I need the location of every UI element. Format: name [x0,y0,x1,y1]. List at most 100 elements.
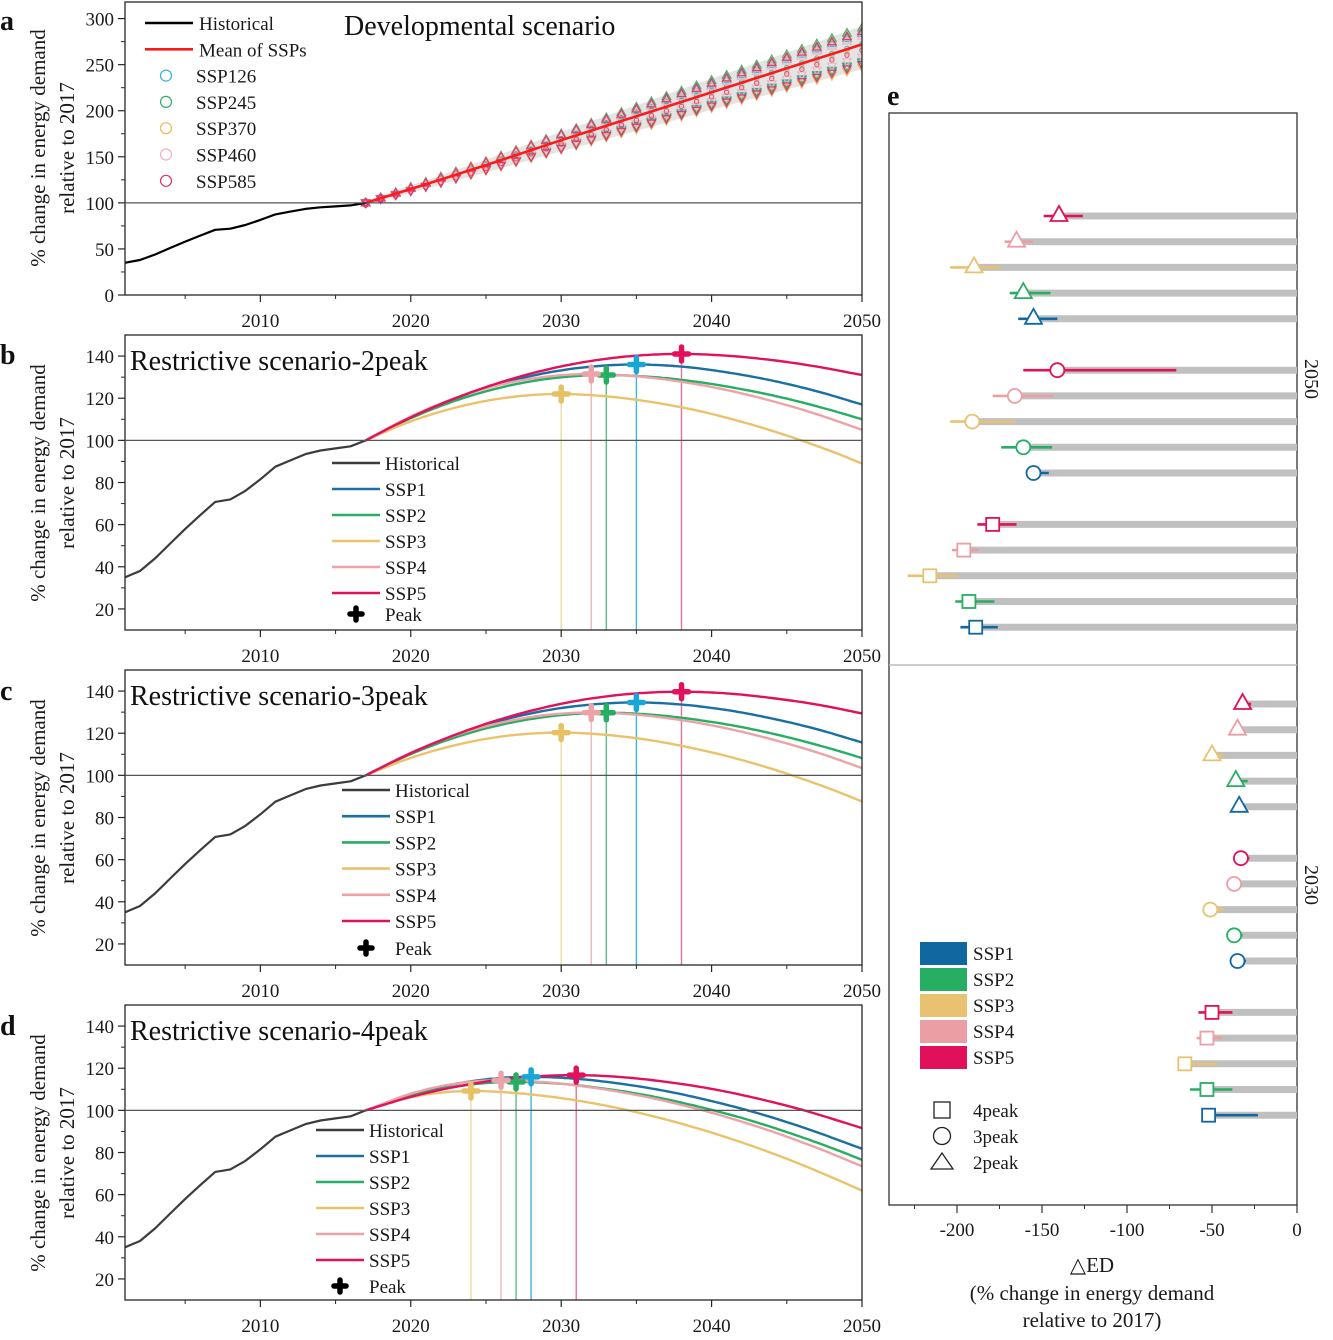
data-row [992,387,1297,404]
marker-ssp126-upper [736,68,747,79]
legend-ssp4-swatch [920,1020,967,1043]
y-tick-label: 200 [86,102,115,123]
series-line-ssp5 [365,1074,862,1130]
4peak-ssp2-marker [1199,1082,1215,1097]
data-row [1232,692,1297,710]
legend-3peak-label: 3peak [973,1127,1019,1148]
x-tick-label: 2020 [392,981,430,1002]
marker-ssp460-upper [856,30,862,40]
marker-ssp585-upper [736,66,747,77]
legend-ssp126-marker [159,69,173,82]
marker-ssp460-lower [691,102,702,112]
peak-marker-ssp4 [581,364,602,384]
legend-ssp460-label: SSP460 [196,146,256,167]
legend-ssp4-label: SSP4 [973,1022,1015,1043]
marker-ssp585-lower [856,61,862,71]
panel-b-ylabel-line1: % change in energy demand [26,364,50,602]
x-tick-label: 2050 [843,981,881,1002]
marker-ssp585-lower [811,73,823,84]
marker-ssp370-lower [826,71,838,82]
2peak-ssp3-marker [963,255,985,274]
marker-ssp585-mid [723,89,730,96]
marker-ssp126-upper [766,58,778,68]
marker-ssp585-upper [691,82,702,92]
plot-area [125,344,862,630]
legend-ssp3-label: SSP3 [369,1199,410,1220]
y-tick-label: 80 [95,1144,114,1165]
marker-ssp585-lower [646,119,657,129]
panel-c-ylabel-line1: % change in energy demand [26,699,50,937]
3peak-ssp5-marker [1049,362,1066,379]
marker-ssp126-upper [811,42,823,53]
y-tick-label: 100 [86,431,115,452]
data-row [1226,876,1297,892]
marker-ssp370-lower [600,133,612,144]
marker-ssp585-mid [558,141,564,147]
panel-c: c Restrictive scenario-3peak % change in… [0,669,881,1002]
legend-ssp3-label: SSP3 [395,860,436,881]
y-tick-label: 20 [95,1270,114,1291]
peak-marker-ssp4 [581,702,602,723]
y-tick-label: 80 [95,474,114,495]
panel-a-ylabel-line2: relative to 2017 [55,82,79,214]
data-row [1229,953,1297,969]
panel-a: a Developmental scenario % change in ene… [0,1,881,332]
3peak-ssp1-marker [1025,465,1042,481]
peak-marker-ssp5 [671,344,692,364]
y-tick-label: 60 [95,851,114,872]
x-tick-label: 2030 [542,1316,580,1337]
legend: Historical SSP1 SSP2 SSP3 SSP4 SSP5 Peak [342,781,470,960]
data-row [1226,927,1297,944]
peak-marker-ssp2 [506,1072,526,1092]
peak-marker-ssp1 [626,354,647,375]
panel-label-c: c [0,676,12,707]
x-tick-label: 2050 [843,646,881,667]
marker-ssp585-upper [600,113,612,123]
marker-ssp460-lower [841,58,853,68]
historical-line [125,201,366,264]
historical-line [125,774,367,914]
legend-ssp2-label: SSP2 [369,1173,410,1194]
y-tick-label: 0 [105,286,115,307]
data-row [960,619,1297,635]
marker-ssp585-mid [648,113,655,119]
legend-ssp3-swatch [920,994,967,1017]
marker-ssp370-lower [856,63,862,74]
panel-label-d: d [0,1011,16,1042]
marker-ssp585-mid [738,85,745,91]
4peak-ssp5-marker [985,517,1001,532]
series-line-ssp4 [365,1079,862,1168]
marker-ssp126-upper [826,37,838,48]
marker-ssp460-lower [706,97,717,108]
marker-ssp585-upper [781,51,793,61]
data-row [907,568,1297,584]
x-tick-label: 2040 [693,311,731,332]
data-row [1001,439,1297,456]
data-row [1025,465,1297,481]
legend-ssp1-label: SSP1 [973,944,1014,965]
legend-2peak-label: 2peak [973,1153,1019,1174]
panel-label-b: b [0,340,16,371]
plot-area [125,1065,862,1300]
legend-mean-label: Mean of SSPs [199,40,307,61]
legend-square-icon [933,1101,951,1119]
marker-ssp245-upper [646,95,657,106]
data-row [1225,769,1297,787]
marker-ssp585-lower [600,132,612,142]
data-row [955,594,1297,609]
panel-e-xlabel: △ED [1070,1253,1114,1277]
marker-ssp460-lower [826,62,838,72]
x-tick-label: 2010 [241,981,279,1002]
y-tick-label: 40 [95,1228,114,1249]
marker-ssp245-upper [631,101,642,111]
legend-peak-label: Peak [395,939,432,960]
panel-d: d Restrictive scenario-4peak % change in… [0,1004,881,1337]
y-tick-label: 100 [86,194,115,215]
panel-c-ylabel-line2: relative to 2017 [55,752,79,884]
3peak-ssp5-marker [1233,850,1249,867]
y-tick-label: 60 [95,516,114,537]
legend-ssp2-label: SSP2 [385,506,426,527]
marker-ssp245-upper [676,85,687,95]
x-tick-label: -100 [1110,1220,1145,1241]
x-tick-label: 2010 [241,311,279,332]
